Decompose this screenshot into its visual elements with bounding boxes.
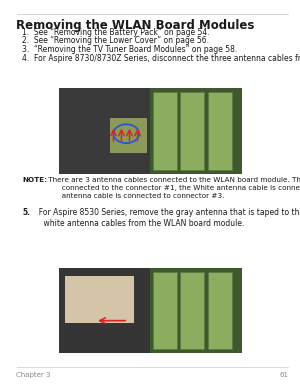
Text: 4.  For Aspire 8730/8730Z Series, disconnect the three antenna cables from the W: 4. For Aspire 8730/8730Z Series, disconn…	[22, 54, 300, 62]
Bar	[110, 118, 146, 152]
Text: 5.: 5.	[22, 208, 31, 217]
Bar	[58, 88, 154, 174]
Bar	[208, 92, 232, 170]
Bar	[64, 276, 134, 323]
Bar	[208, 272, 232, 349]
Bar	[150, 88, 242, 174]
Text: There are 3 antenna cables connected to the WLAN board module. The Black antenna: There are 3 antenna cables connected to …	[46, 177, 300, 199]
Text: 2.  See “Removing the Lower Cover” on page 56.: 2. See “Removing the Lower Cover” on pag…	[22, 36, 209, 45]
Text: NOTE:: NOTE:	[22, 177, 47, 182]
Bar	[181, 92, 204, 170]
Bar	[150, 268, 242, 353]
Text: 1.  See “Removing the Battery Pack” on page 54.: 1. See “Removing the Battery Pack” on pa…	[22, 28, 210, 37]
Bar	[153, 272, 177, 349]
Text: Removing the WLAN Board Modules: Removing the WLAN Board Modules	[16, 19, 255, 32]
Bar	[58, 268, 242, 353]
Bar	[181, 272, 204, 349]
Bar	[153, 92, 177, 170]
Text: For Aspire 8530 Series, remove the gray antenna that is taped to the board and d: For Aspire 8530 Series, remove the gray …	[34, 208, 300, 229]
Bar	[58, 268, 154, 353]
Text: 61: 61	[279, 372, 288, 378]
Text: Chapter 3: Chapter 3	[16, 372, 51, 378]
Text: 3.  “Removing the TV Tuner Board Modules” on page 58.: 3. “Removing the TV Tuner Board Modules”…	[22, 45, 238, 54]
Bar	[58, 88, 242, 174]
